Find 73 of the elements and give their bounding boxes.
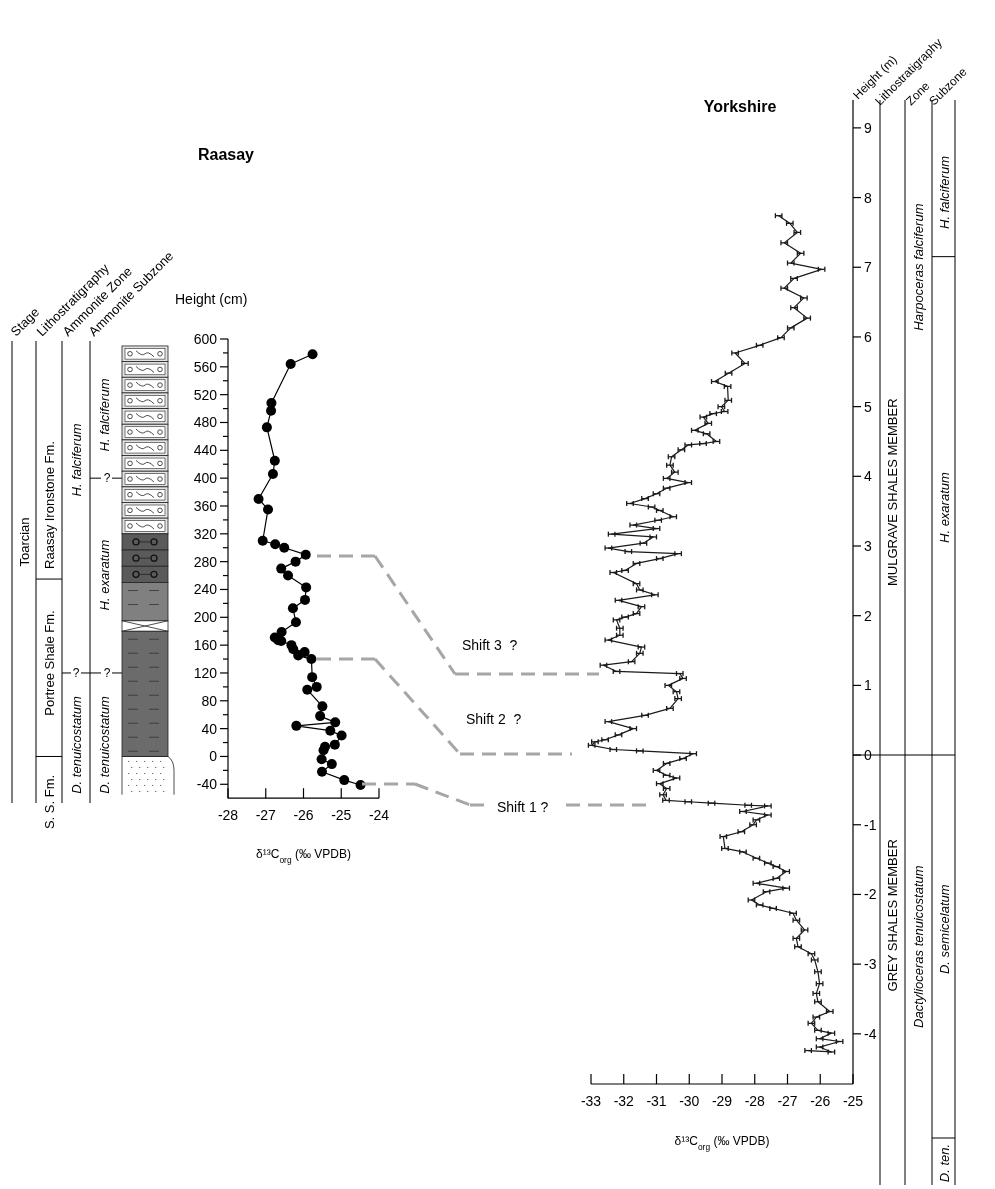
text: MULGRAVE SHALES MEMBER bbox=[884, 398, 900, 587]
text: D. tenuicostatum bbox=[96, 696, 112, 794]
x-tick-label: -28 bbox=[217, 807, 239, 824]
text: H. falciferum bbox=[96, 378, 112, 452]
chart-title: Yorkshire bbox=[703, 98, 777, 115]
y-tick-label: 8 bbox=[864, 189, 872, 206]
y-tick-label: 7 bbox=[864, 259, 872, 276]
y-tick-label: 40 bbox=[201, 720, 218, 737]
x-tick-label: -27 bbox=[777, 1093, 798, 1109]
text: H. falciferum bbox=[68, 423, 84, 497]
y-tick-label: 4 bbox=[864, 468, 872, 485]
y-tick-label: 9 bbox=[864, 119, 872, 136]
y-tick-label: 200 bbox=[193, 609, 218, 626]
y-tick-label: -1 bbox=[864, 816, 877, 833]
text: Raasay Ironstone Fm. bbox=[41, 441, 57, 569]
text: Shift 1 ? bbox=[497, 799, 549, 815]
x-tick-label: -24 bbox=[368, 807, 390, 824]
text: ? bbox=[103, 665, 111, 680]
x-axis-title: δ¹³C$_{org}$ (‰ VPDB) bbox=[256, 847, 351, 865]
y-tick-label: 400 bbox=[193, 470, 218, 487]
text: Toarcian bbox=[16, 517, 32, 567]
text: ? bbox=[103, 471, 111, 486]
text: GREY SHALES MEMBER bbox=[884, 839, 900, 992]
y-axis-title: Height (cm) bbox=[175, 291, 248, 307]
text: Shift 2 ? bbox=[466, 711, 522, 727]
text: H. exaratum bbox=[96, 539, 112, 611]
y-tick-label: 0 bbox=[209, 748, 218, 765]
y-tick-label: 0 bbox=[864, 747, 872, 764]
text: H. exaratum bbox=[936, 472, 952, 543]
text: Dactylioceras tenuicostatum bbox=[910, 865, 926, 1028]
y-tick-label: -40 bbox=[196, 776, 218, 793]
text: Harpoceras falciferum bbox=[910, 203, 926, 331]
text: Portree Shale Fm. bbox=[41, 610, 57, 716]
x-axis-title: δ¹³C$_{org}$ (‰ VPDB) bbox=[674, 1134, 770, 1152]
x-tick-label: -26 bbox=[293, 807, 314, 824]
y-tick-label: 2 bbox=[864, 607, 872, 624]
y-tick-label: 280 bbox=[193, 553, 218, 570]
text: H. falciferum bbox=[936, 155, 952, 230]
y-tick-label: 160 bbox=[193, 637, 218, 654]
y-tick-label: -3 bbox=[864, 956, 877, 973]
x-tick-label: -25 bbox=[842, 1093, 864, 1109]
x-tick-label: -28 bbox=[744, 1093, 766, 1109]
y-tick-label: 560 bbox=[193, 358, 218, 375]
y-tick-label: 480 bbox=[193, 414, 218, 431]
chart-title: Raasay bbox=[197, 146, 255, 163]
text: D. tenuicostatum bbox=[68, 696, 84, 794]
y-tick-label: -4 bbox=[864, 1025, 877, 1042]
y-tick-label: 600 bbox=[193, 331, 218, 347]
y-tick-label: 440 bbox=[193, 442, 218, 459]
y-tick-label: -2 bbox=[864, 886, 877, 903]
x-tick-label: -29 bbox=[711, 1093, 733, 1109]
x-tick-label: -31 bbox=[646, 1093, 667, 1109]
y-tick-label: 120 bbox=[193, 664, 218, 681]
y-tick-label: 1 bbox=[864, 677, 872, 694]
text: D. ten. bbox=[936, 1143, 952, 1183]
y-tick-label: 360 bbox=[193, 497, 218, 514]
x-tick-label: -27 bbox=[255, 807, 277, 824]
x-tick-label: -32 bbox=[613, 1093, 635, 1109]
y-tick-label: 3 bbox=[864, 538, 872, 555]
text: ? bbox=[72, 665, 80, 680]
x-tick-label: -33 bbox=[580, 1093, 602, 1109]
text: D. semicelatum bbox=[936, 884, 952, 975]
y-tick-label: 80 bbox=[201, 692, 218, 709]
text: Shift 3 ? bbox=[462, 637, 518, 653]
y-tick-label: 6 bbox=[864, 328, 872, 345]
y-tick-label: 5 bbox=[864, 398, 872, 415]
y-tick-label: 320 bbox=[193, 525, 218, 542]
y-tick-label: 520 bbox=[193, 386, 218, 403]
x-tick-label: -30 bbox=[679, 1093, 700, 1109]
x-tick-label: -26 bbox=[810, 1093, 831, 1109]
text: S. S. Fm. bbox=[41, 774, 57, 830]
y-tick-label: 240 bbox=[193, 581, 218, 598]
x-tick-label: -25 bbox=[331, 807, 352, 824]
